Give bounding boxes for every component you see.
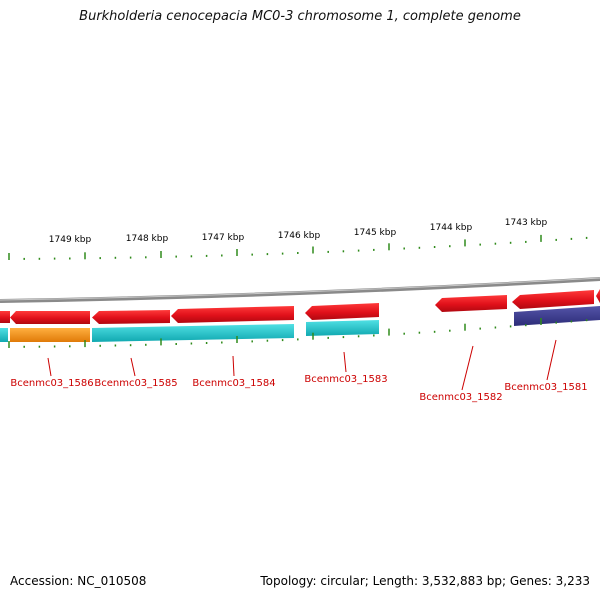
kbp-label: 1745 kbp xyxy=(354,228,397,238)
accession-text: Accession: NC_010508 xyxy=(10,574,147,588)
gene-arrow[interactable] xyxy=(435,295,507,312)
kbp-label: 1749 kbp xyxy=(49,235,92,245)
gene-label-group xyxy=(47,339,557,391)
gene-label[interactable]: Bcenmc03_1581 xyxy=(504,382,587,393)
kbp-label: 1746 kbp xyxy=(278,231,321,241)
gene-labels: Bcenmc03_1586 Bcenmc03_1585 Bcenmc03_158… xyxy=(10,374,587,403)
gene-label[interactable]: Bcenmc03_1586 xyxy=(10,378,93,389)
chromosome-backbone xyxy=(0,277,600,303)
feature-bar-navy[interactable] xyxy=(514,306,600,326)
map-title: Burkholderia cenocepacia MC0-3 chromosom… xyxy=(79,9,521,24)
gene-arrow[interactable] xyxy=(171,306,294,323)
inner-tick-track xyxy=(8,318,588,348)
feature-bar-orange[interactable] xyxy=(10,328,90,342)
feature-bar-orange[interactable] xyxy=(0,328,8,342)
outer-tick-track: 1749 kbp 1748 kbp 1747 kbp 1746 kbp 1745… xyxy=(8,218,588,260)
kbp-label: 1748 kbp xyxy=(126,234,169,244)
gene-arrow[interactable] xyxy=(0,311,10,323)
gene-label[interactable]: Bcenmc03_1583 xyxy=(304,374,387,385)
gene-arrow[interactable] xyxy=(305,303,379,320)
feature-bar-cyan[interactable] xyxy=(306,320,379,336)
gene-arrow[interactable] xyxy=(512,290,594,309)
gene-arrow[interactable] xyxy=(10,311,90,324)
kbp-label: 1743 kbp xyxy=(505,218,548,228)
gene-label[interactable]: Bcenmc03_1582 xyxy=(419,392,502,403)
forward-gene-track xyxy=(0,289,600,324)
feature-bar-cyan[interactable] xyxy=(92,324,294,342)
kbp-label: 1744 kbp xyxy=(430,223,473,233)
genome-summary-text: Topology: circular; Length: 3,532,883 bp… xyxy=(260,574,590,588)
gene-label[interactable]: Bcenmc03_1585 xyxy=(94,378,177,389)
feature-track xyxy=(0,306,600,342)
gene-label[interactable]: Bcenmc03_1584 xyxy=(192,378,275,389)
kbp-label: 1747 kbp xyxy=(202,233,245,243)
gene-arrow[interactable] xyxy=(92,310,170,324)
